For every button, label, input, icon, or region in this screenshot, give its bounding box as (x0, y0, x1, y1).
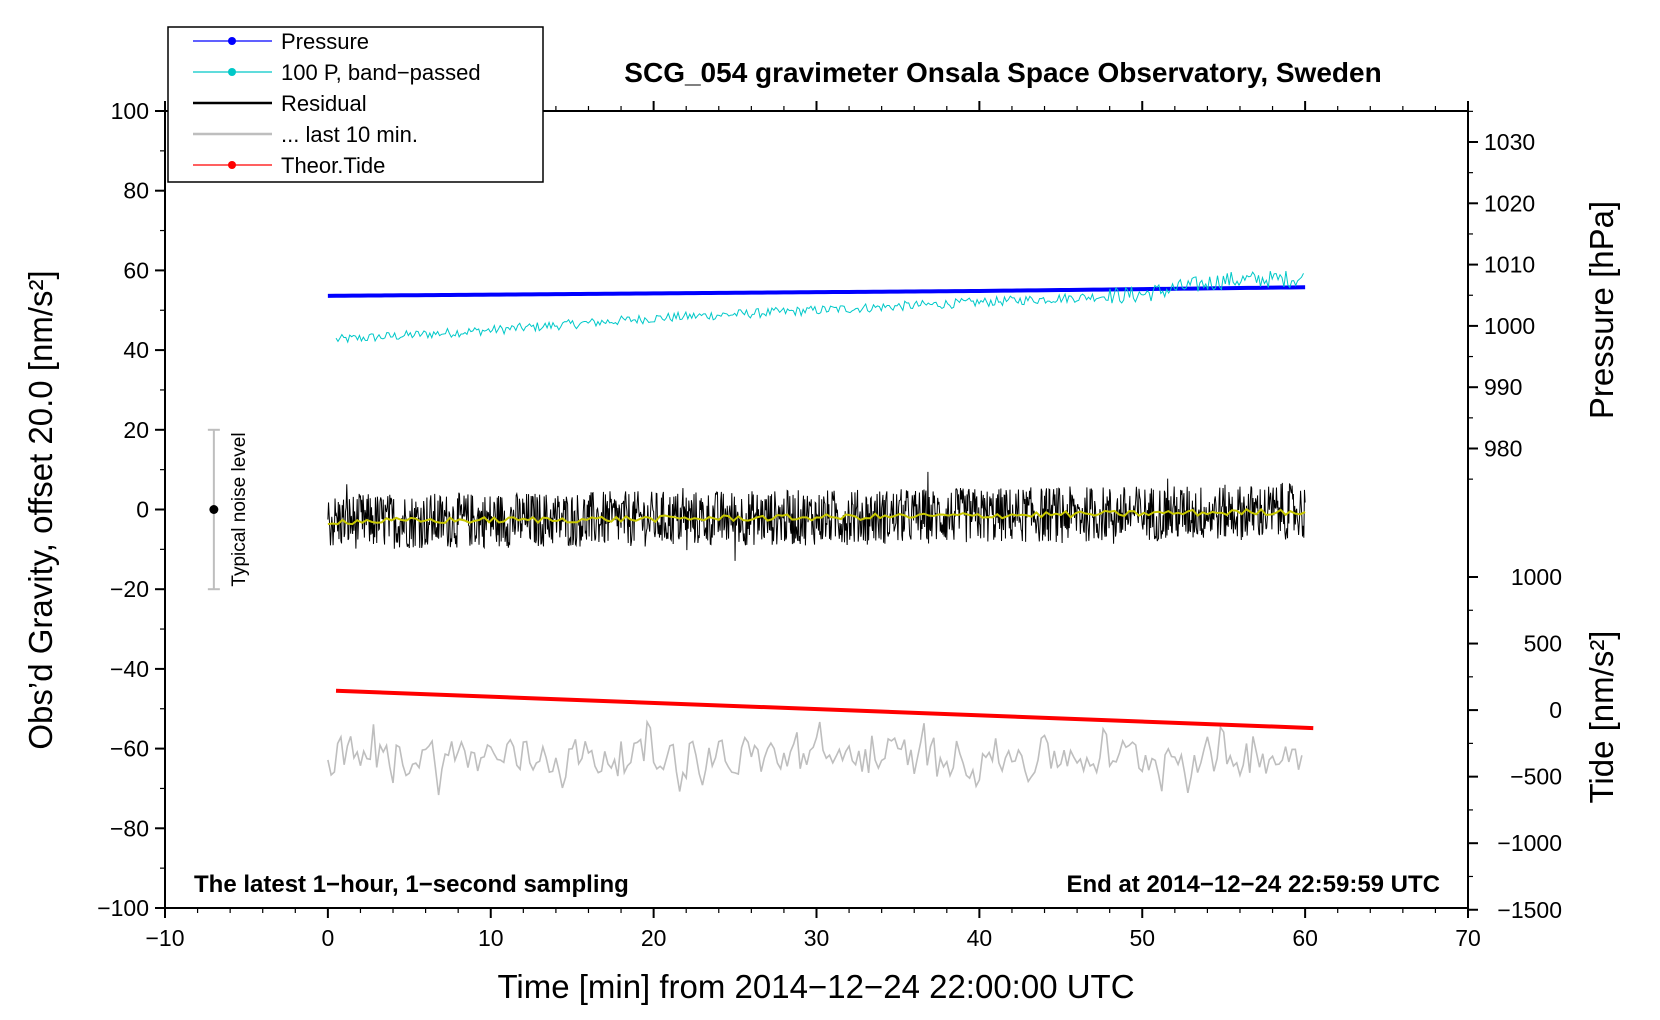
y-tick-label: 0 (136, 497, 149, 523)
y-tick-label: 80 (123, 178, 149, 204)
legend: Pressure 100 P, band−passed Residual ... la… (167, 26, 544, 183)
x-tick-label: 50 (1129, 925, 1155, 951)
pressure-tick-label: 1010 (1484, 252, 1535, 278)
residual-smoothed-line (327, 507, 1306, 526)
tick-label-layer: −10 0 10 20 30 40 50 60 70100806040200−20−40−60−… (97, 98, 1562, 951)
x-tick-label: 60 (1292, 925, 1318, 951)
y-tick-label: 20 (123, 417, 149, 443)
pressure-tick-label: 1000 (1484, 313, 1535, 339)
y-tick-label: −60 (110, 736, 149, 762)
tide-tick-label: 1000 (1511, 564, 1562, 590)
tide-tick-label: 0 (1549, 697, 1562, 723)
legend-box (167, 26, 544, 183)
noise-bar (207, 428, 220, 591)
legend-label: 100 P, band−passed (281, 60, 481, 85)
x-axis-title: Time [min] from 2014−12−24 22:00:00 UTC (497, 968, 1134, 1005)
tide-axis-title: Tide [nm/s²] (1583, 631, 1620, 804)
chart-title: SCG_054 gravimeter Onsala Space Observat… (624, 57, 1381, 88)
y-tick-label: −80 (110, 815, 149, 841)
end-time-note: End at 2014−12−24 22:59:59 UTC (1066, 871, 1440, 898)
pressure-axis-title: Pressure [hPa] (1583, 201, 1620, 419)
residual-line (327, 471, 1306, 561)
pressure-line (327, 285, 1306, 298)
y-tick-label: 100 (111, 98, 149, 124)
legend-marker (228, 37, 236, 45)
legend-label: Residual (281, 91, 367, 116)
x-tick-label: 10 (478, 925, 504, 951)
y-tick-label: −40 (110, 656, 149, 682)
tide-tick-label: −1000 (1497, 830, 1562, 856)
y-axis-title: Obs’d Gravity, offset 20.0 [nm/s²] (22, 270, 59, 749)
series-layer (327, 271, 1314, 796)
y-tick-label: −20 (110, 576, 149, 602)
x-tick-label: 40 (967, 925, 993, 951)
tide-tick-label: −1500 (1497, 897, 1562, 923)
x-tick-label: 30 (804, 925, 830, 951)
x-tick-label: 70 (1455, 925, 1481, 951)
legend-marker (228, 68, 236, 76)
legend-label: Theor.Tide (281, 153, 385, 178)
sampling-note: The latest 1−hour, 1−second sampling (194, 871, 629, 898)
band-passed-pressure-line (335, 271, 1304, 344)
x-tick-label: 20 (641, 925, 667, 951)
noise-bar-center-dot (209, 505, 219, 514)
noise-level-label: Typical noise level (229, 432, 250, 586)
tide-tick-label: 500 (1524, 631, 1562, 657)
tide-tick-label: −500 (1510, 764, 1562, 790)
legend-label: Pressure (281, 29, 369, 54)
legend-label: ... last 10 min. (281, 122, 418, 147)
pressure-tick-label: 1020 (1484, 190, 1535, 216)
y-tick-label: −100 (97, 895, 149, 921)
x-tick-label: 0 (321, 925, 334, 951)
pressure-tick-label: 980 (1484, 436, 1522, 462)
y-tick-label: 60 (123, 257, 149, 283)
theoretical-tide-line (335, 688, 1314, 731)
y-tick-label: 40 (123, 337, 149, 363)
legend-marker (228, 161, 236, 169)
pressure-tick-label: 1030 (1484, 129, 1535, 155)
last-10-min-line (327, 719, 1303, 796)
pressure-tick-label: 990 (1484, 374, 1522, 400)
x-tick-label: −10 (145, 925, 184, 951)
